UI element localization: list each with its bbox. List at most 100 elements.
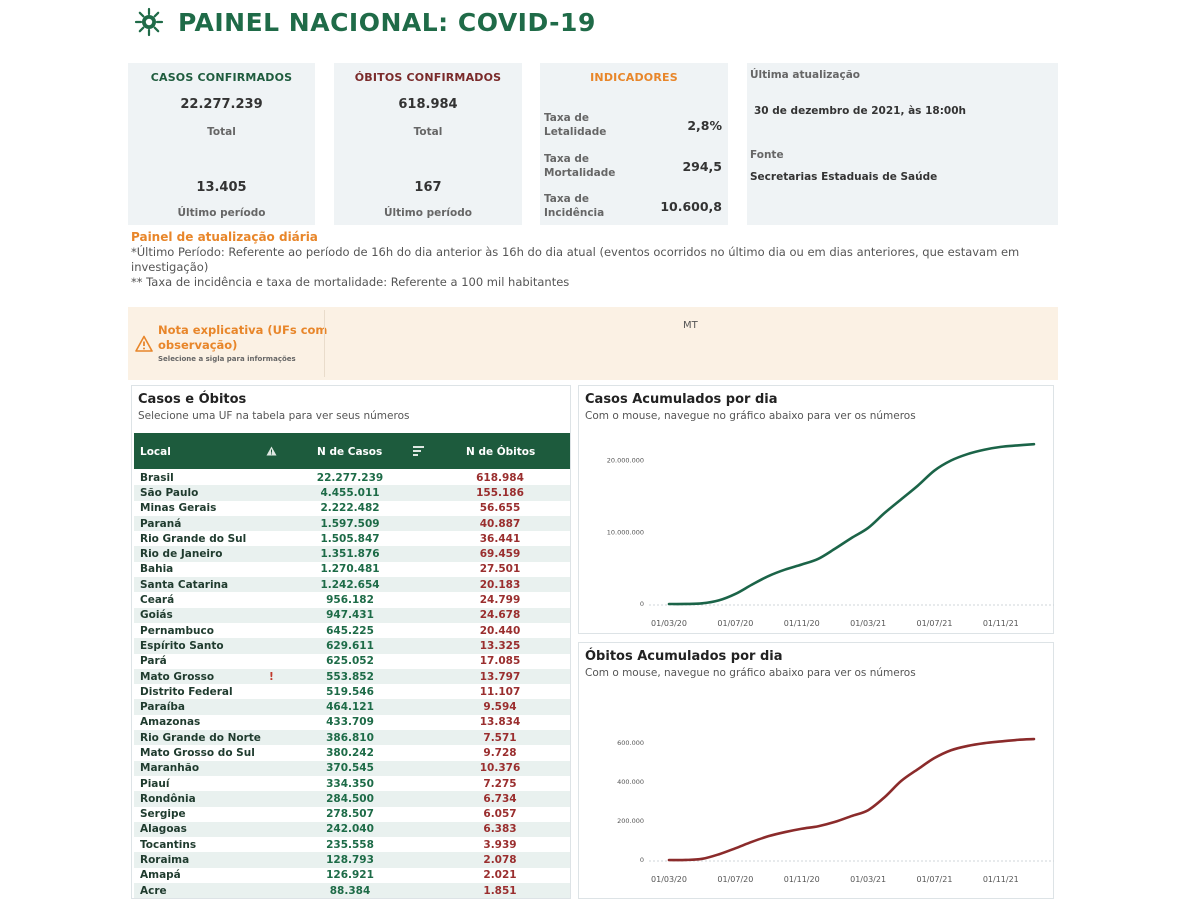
nota-divider: [324, 310, 325, 377]
row-local: Mato Grosso: [140, 670, 215, 683]
table-row[interactable]: Paraíba 464.121 9.594: [134, 699, 570, 715]
table-row[interactable]: Espírito Santo 629.611 13.325: [134, 638, 570, 654]
row-casos: 88.384: [329, 884, 371, 897]
row-obitos: 11.107: [479, 685, 521, 698]
casos-total: 22.277.239: [180, 97, 263, 112]
table-row[interactable]: Piauí 334.350 7.275: [134, 776, 570, 791]
row-obitos: 56.655: [479, 502, 521, 515]
table-row[interactable]: Santa Catarina 1.242.654 20.183: [134, 577, 570, 593]
row-local: Mato Grosso do Sul: [140, 746, 255, 759]
row-obitos: 618.984: [476, 471, 524, 484]
nota-subtitle: Selecione a sigla para informações: [158, 355, 296, 363]
table-row[interactable]: Tocantins 235.558 3.939: [134, 837, 570, 852]
obitos-line-chart[interactable]: 0 200.000 400.000 600.000 01/03/20 01/07/20 01…: [579, 683, 1055, 898]
table-row[interactable]: Maranhão 370.545 10.376: [134, 760, 570, 776]
x-tick-label: 01/03/20: [651, 619, 687, 628]
casos-ultimo: 13.405: [196, 180, 247, 195]
table-row[interactable]: Pará 625.052 17.085: [134, 654, 570, 669]
table-row[interactable]: Rio de Janeiro 1.351.876 69.459: [134, 546, 570, 562]
panel-subtitle: Selecione uma UF na tabela para ver seus…: [138, 410, 410, 422]
table-row[interactable]: Minas Gerais 2.222.482 56.655: [134, 501, 570, 516]
row-local: Piauí: [140, 777, 170, 790]
row-obitos: 27.501: [479, 563, 521, 576]
row-obitos: 69.459: [479, 548, 521, 561]
row-obitos: 20.440: [479, 624, 521, 637]
fonte-value: Secretarias Estaduais de Saúde: [750, 171, 938, 183]
row-local: Rio de Janeiro: [140, 548, 223, 561]
nota-title: Nota explicativa (UFs com observação): [158, 323, 328, 352]
table-row[interactable]: Rio Grande do Norte 386.810 7.571: [134, 730, 570, 746]
table-row[interactable]: Amapá 126.921 2.021: [134, 868, 570, 883]
x-tick-label: 01/03/21: [850, 875, 886, 884]
row-casos: 370.545: [326, 762, 374, 775]
obitos-total-label: Total: [413, 126, 443, 138]
table-row[interactable]: Mato Grosso! 553.852 13.797: [134, 668, 570, 685]
chart-title: Óbitos Acumulados por dia: [585, 649, 783, 664]
table-row[interactable]: São Paulo 4.455.011 155.186: [134, 485, 570, 501]
indicadores-card-title: INDICADORES: [590, 71, 678, 84]
row-casos: 1.270.481: [320, 563, 380, 576]
table-row[interactable]: Roraima 128.793 2.078: [134, 852, 570, 868]
alert-sort-icon[interactable]: [266, 446, 277, 456]
table-row[interactable]: Paraná 1.597.509 40.887: [134, 515, 570, 532]
warning-icon: [135, 335, 153, 352]
row-local: Ceará: [140, 594, 175, 607]
casos-acumulados-panel: Casos Acumulados por dia Com o mouse, na…: [578, 385, 1054, 634]
table-row[interactable]: Bahia 1.270.481 27.501: [134, 562, 570, 577]
row-casos: 4.455.011: [320, 486, 380, 499]
row-obitos: 6.057: [483, 808, 517, 821]
y-tick-label: 0: [640, 600, 644, 608]
column-header-local[interactable]: Local: [140, 446, 171, 458]
casos-line-chart[interactable]: 0 10.000.000 20.000.000 01/03/20 01/07/20 01/…: [579, 426, 1055, 633]
series-line[interactable]: [667, 442, 1036, 606]
indicador-incidencia: Taxa de Incidência 10.600,8: [544, 192, 722, 220]
y-tick-label: 10.000.000: [607, 528, 644, 536]
row-casos: 956.182: [326, 594, 374, 607]
table-row[interactable]: Sergipe 278.507 6.057: [134, 807, 570, 822]
y-tick-label: 600.000: [617, 739, 644, 747]
table-row[interactable]: Acre 88.384 1.851: [134, 883, 570, 899]
casos-obitos-panel: Casos e Óbitos Selecione uma UF na tabel…: [131, 385, 571, 899]
x-tick-label: 01/07/20: [717, 875, 753, 884]
table-row[interactable]: Pernambuco 645.225 20.440: [134, 623, 570, 638]
table-row[interactable]: Mato Grosso do Sul 380.242 9.728: [134, 745, 570, 760]
row-casos: 22.277.239: [316, 471, 384, 484]
casos-total-label: Total: [207, 126, 236, 138]
row-obitos: 36.441: [479, 532, 521, 545]
table-row[interactable]: Goiás 947.431 24.678: [134, 607, 570, 623]
uf-selector-mt[interactable]: MT: [683, 320, 698, 331]
row-local: Maranhão: [140, 762, 200, 775]
x-tick-label: 01/11/21: [983, 875, 1019, 884]
x-tick-label: 01/07/20: [717, 619, 753, 628]
atualizacao-label: Última atualização: [750, 69, 861, 81]
table-row[interactable]: Alagoas 242.040 6.383: [134, 821, 570, 838]
x-tick-label: 01/11/20: [784, 875, 820, 884]
row-local: Pernambuco: [140, 624, 214, 637]
obitos-acumulados-panel: Óbitos Acumulados por dia Com o mouse, n…: [578, 642, 1054, 899]
row-casos: 235.558: [326, 838, 374, 851]
table-row[interactable]: Brasil 22.277.239 618.984: [134, 470, 570, 485]
table-row[interactable]: Ceará 956.182 24.799: [134, 592, 570, 607]
table-row[interactable]: Rio Grande do Sul 1.505.847 36.441: [134, 531, 570, 546]
row-local: Bahia: [140, 563, 174, 576]
series-line[interactable]: [667, 737, 1036, 862]
row-casos: 1.242.654: [320, 578, 380, 591]
table-row[interactable]: Amazonas 433.709 13.834: [134, 715, 570, 730]
x-tick-label: 01/11/21: [983, 619, 1019, 628]
row-flag[interactable]: !: [269, 670, 274, 683]
table-row[interactable]: Distrito Federal 519.546 11.107: [134, 684, 570, 699]
row-obitos: 7.571: [483, 731, 517, 744]
row-local: Acre: [140, 884, 167, 897]
indicador-letalidade: Taxa de Letalidade 2,8%: [544, 111, 722, 139]
column-header-casos[interactable]: N de Casos: [317, 446, 383, 458]
table-row[interactable]: Rondônia 284.500 6.734: [134, 791, 570, 807]
obitos-ultimo-label: Último período: [384, 207, 472, 219]
row-obitos: 17.085: [479, 655, 521, 668]
sort-icon[interactable]: [413, 446, 424, 456]
indicador-value: 2,8%: [687, 117, 722, 133]
column-header-obitos[interactable]: N de Óbitos: [466, 446, 536, 458]
row-local: Distrito Federal: [140, 685, 233, 698]
indicador-label: Taxa de Letalidade: [544, 112, 607, 138]
row-local: Paraíba: [140, 701, 185, 714]
obitos-card: ÓBITOS CONFIRMADOS 618.984 Total 167 Últ…: [334, 63, 522, 225]
